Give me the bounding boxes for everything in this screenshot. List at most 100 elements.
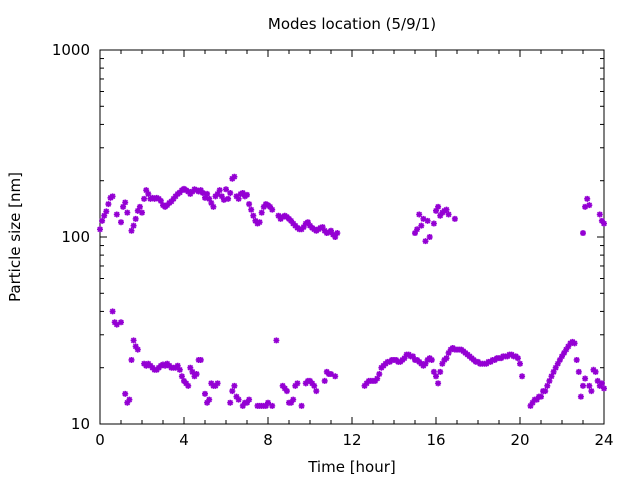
data-point bbox=[598, 380, 605, 387]
data-point bbox=[227, 399, 234, 406]
data-point bbox=[559, 353, 565, 360]
data-point bbox=[548, 373, 555, 380]
data-point bbox=[563, 346, 570, 353]
data-point bbox=[426, 234, 433, 240]
data-point bbox=[275, 212, 282, 219]
data-point bbox=[118, 319, 124, 326]
data-points bbox=[97, 173, 607, 409]
data-point bbox=[227, 189, 234, 196]
x-tick-label: 8 bbox=[263, 431, 273, 449]
data-point bbox=[443, 355, 450, 362]
data-point bbox=[311, 382, 318, 389]
data-point bbox=[233, 193, 240, 200]
data-point bbox=[363, 380, 370, 387]
data-point bbox=[262, 402, 269, 409]
data-point bbox=[197, 187, 204, 194]
data-point bbox=[183, 380, 190, 387]
data-point bbox=[332, 234, 339, 240]
data-point bbox=[298, 402, 305, 409]
data-point bbox=[332, 373, 339, 380]
data-point bbox=[451, 215, 458, 222]
data-point bbox=[414, 226, 421, 233]
data-point bbox=[252, 217, 259, 224]
data-point bbox=[134, 207, 141, 214]
data-point bbox=[206, 396, 213, 403]
data-point bbox=[214, 380, 221, 387]
data-point bbox=[246, 201, 253, 208]
data-point bbox=[401, 355, 408, 362]
data-point bbox=[519, 373, 526, 380]
data-point bbox=[208, 199, 215, 206]
data-point bbox=[588, 388, 595, 395]
data-point bbox=[580, 230, 586, 237]
data-point bbox=[231, 173, 238, 180]
data-point bbox=[601, 385, 607, 392]
data-point bbox=[582, 203, 589, 210]
data-point bbox=[267, 203, 274, 210]
data-point bbox=[273, 337, 280, 344]
data-point bbox=[292, 382, 299, 389]
data-point bbox=[430, 368, 437, 375]
data-point bbox=[130, 337, 137, 344]
data-point bbox=[596, 211, 603, 218]
data-point bbox=[212, 193, 219, 200]
data-point bbox=[204, 399, 211, 406]
y-tick-label: 10 bbox=[71, 415, 90, 433]
data-point bbox=[204, 190, 211, 197]
data-point bbox=[514, 355, 521, 362]
data-point bbox=[300, 224, 307, 231]
data-point bbox=[281, 385, 288, 392]
data-point bbox=[143, 187, 150, 194]
data-point bbox=[594, 377, 601, 384]
data-point bbox=[580, 382, 586, 389]
data-point bbox=[418, 222, 425, 229]
data-point bbox=[126, 396, 133, 403]
data-point bbox=[554, 360, 561, 367]
data-point bbox=[586, 202, 593, 209]
data-point bbox=[170, 195, 177, 202]
data-point bbox=[422, 360, 429, 367]
data-point bbox=[136, 203, 143, 210]
data-point bbox=[556, 356, 563, 363]
x-tick-label: 12 bbox=[342, 431, 361, 449]
data-point bbox=[206, 195, 213, 202]
data-point bbox=[187, 364, 194, 371]
data-point bbox=[321, 377, 328, 384]
data-point bbox=[561, 349, 568, 356]
data-point bbox=[302, 380, 309, 387]
data-point bbox=[132, 343, 139, 350]
y-tick-label: 1000 bbox=[52, 41, 90, 59]
data-point bbox=[309, 380, 316, 387]
data-point bbox=[422, 238, 429, 245]
data-point bbox=[132, 215, 139, 222]
data-point bbox=[527, 402, 534, 409]
data-point bbox=[430, 220, 437, 227]
data-point bbox=[439, 360, 446, 367]
data-point bbox=[256, 219, 263, 226]
data-point bbox=[437, 368, 444, 375]
data-point bbox=[437, 212, 444, 219]
data-point bbox=[596, 382, 603, 389]
data-point bbox=[185, 382, 192, 389]
data-point bbox=[258, 209, 265, 216]
data-point bbox=[290, 396, 297, 403]
data-point bbox=[288, 217, 295, 224]
data-point bbox=[416, 211, 423, 218]
data-point bbox=[145, 190, 152, 197]
data-point bbox=[210, 203, 217, 210]
data-point bbox=[573, 356, 580, 363]
data-point bbox=[109, 308, 116, 315]
data-point bbox=[113, 321, 120, 328]
x-axis-label: Time [hour] bbox=[307, 458, 396, 476]
data-point bbox=[233, 393, 240, 400]
chart-title: Modes location (5/9/1) bbox=[268, 15, 436, 33]
data-point bbox=[220, 196, 227, 203]
data-point bbox=[103, 208, 110, 215]
data-point bbox=[176, 366, 183, 373]
data-point bbox=[157, 197, 164, 204]
data-point bbox=[584, 195, 591, 202]
data-point bbox=[239, 189, 246, 196]
data-point bbox=[304, 219, 311, 226]
axis-ticks: 0 4 8 12 16 20 24 10 100 1000 bbox=[52, 41, 614, 449]
